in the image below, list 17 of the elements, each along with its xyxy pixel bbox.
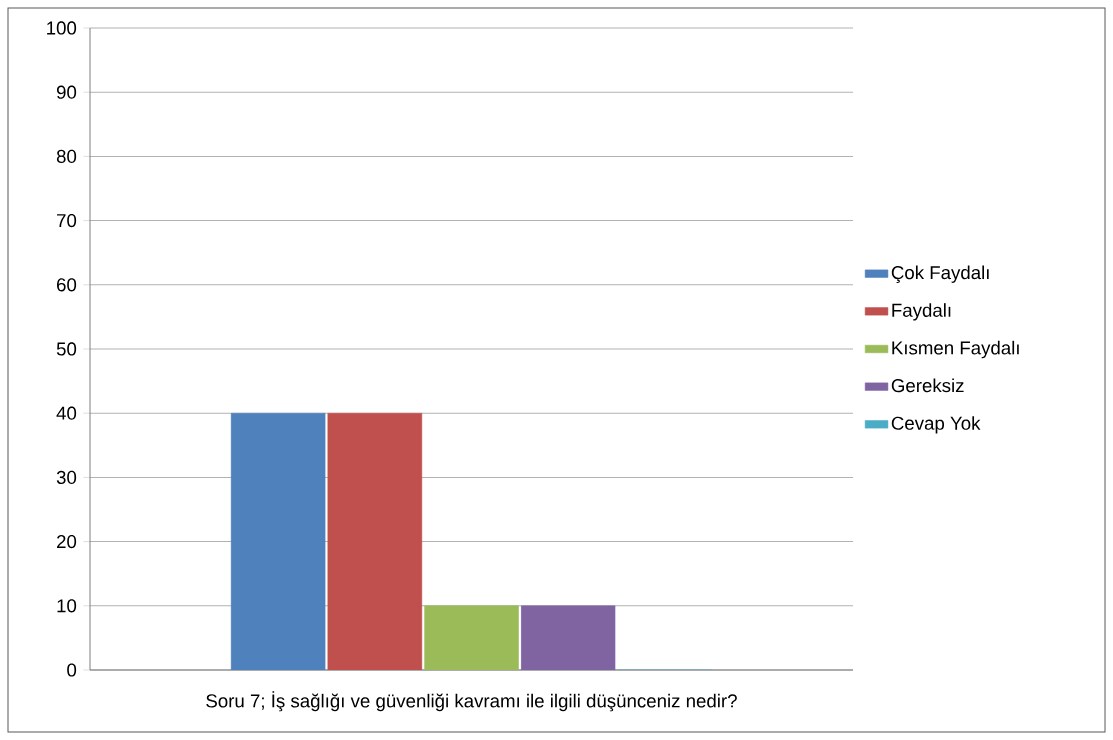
legend-label: Gereksiz <box>891 378 964 393</box>
legend-label: Faydalı <box>892 303 951 321</box>
legend-label: Cevap Yok <box>891 416 981 434</box>
legend-label: Çok Faydalı <box>891 265 989 283</box>
y-tick-label: 40 <box>56 406 77 420</box>
y-tick-label: 60 <box>57 278 77 292</box>
y-tick-label: 80 <box>56 149 77 164</box>
y-tick-label: 0 <box>67 663 77 677</box>
legend-label: Kısmen Faydalı <box>892 340 1019 359</box>
y-tick-label: 90 <box>56 85 77 99</box>
x-tick-label: Soru 7; İş sağlığı ve güvenliği kavramı ile ilgili düşünceniz nedir? <box>206 691 737 712</box>
y-tick-label: 30 <box>56 470 77 485</box>
y-tick-label: 10 <box>57 599 77 613</box>
y-tick-label: 20 <box>57 534 77 549</box>
y-tick-label: 100 <box>47 21 77 35</box>
y-tick-label: 50 <box>56 342 77 356</box>
y-tick-label: 70 <box>57 213 77 228</box>
